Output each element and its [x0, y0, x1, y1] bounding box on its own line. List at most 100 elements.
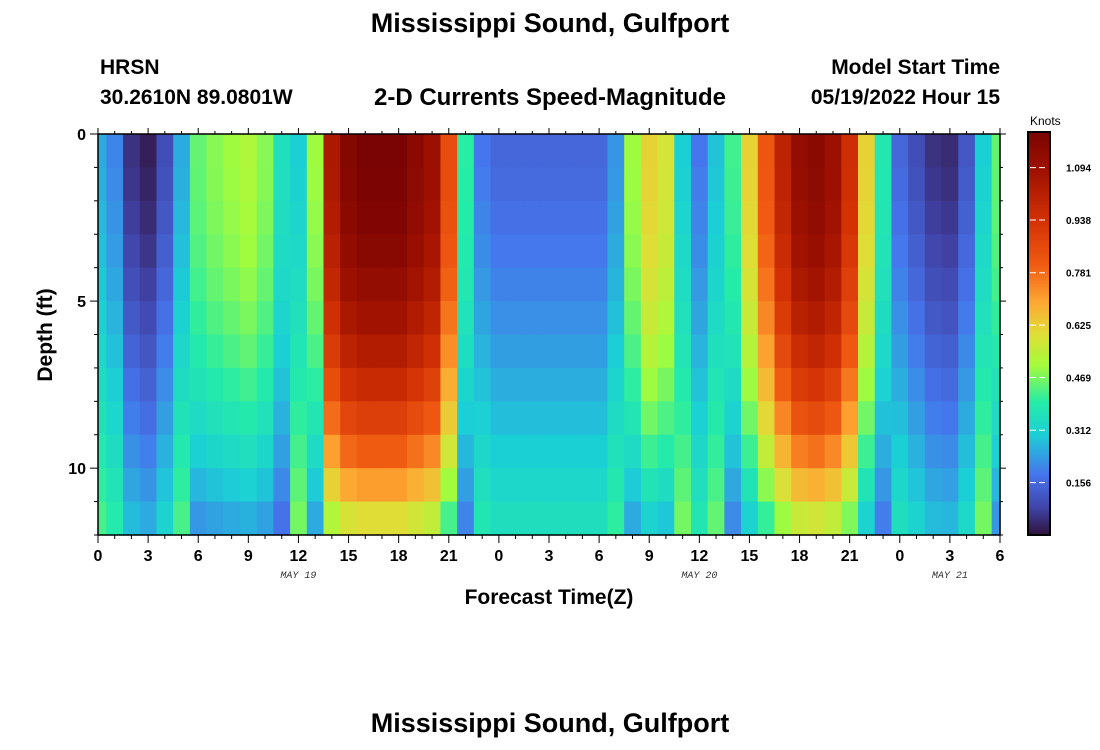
heatmap-cell [640, 434, 659, 469]
heatmap-cell [724, 267, 742, 302]
heatmap-cell [858, 501, 876, 536]
heatmap-cell [590, 234, 609, 269]
heatmap-cell [507, 501, 525, 536]
heatmap-cell [941, 200, 959, 235]
heatmap-cell [824, 334, 842, 369]
heatmap-cell [807, 367, 826, 402]
heatmap-cell [239, 167, 258, 202]
heatmap-cell [841, 501, 859, 536]
heatmap-cell [507, 267, 525, 302]
heatmap-cell [189, 501, 208, 536]
day-label: MAY 20 [681, 571, 717, 582]
heatmap-cell [590, 468, 609, 503]
heatmap-cell [457, 401, 475, 436]
heatmap-cell [423, 501, 442, 536]
heatmap-cell [373, 200, 391, 235]
heatmap-cell [991, 267, 1001, 302]
heatmap-cell [924, 301, 943, 336]
heatmap-cell [306, 434, 325, 469]
heatmap-cell [223, 267, 241, 302]
heatmap-cell [874, 134, 893, 169]
heatmap-cell [290, 334, 308, 369]
heatmap-cell [206, 301, 224, 336]
heatmap-cell [256, 401, 274, 436]
heatmap-cell [156, 267, 174, 302]
heatmap-cell [858, 167, 876, 202]
day-label: MAY 19 [280, 571, 316, 582]
heatmap-cell [407, 234, 425, 269]
heatmap-cell [774, 167, 792, 202]
heatmap-cell [958, 167, 976, 202]
heatmap-cell [507, 234, 525, 269]
heatmap-cell [640, 468, 659, 503]
x-axis: 0 3 6 9 12 15 18 21 0 3 6 9 12 15 18 21 0 3 6 MAY 19 MAY 20 M… [94, 128, 1005, 582]
heatmap-cell [423, 401, 442, 436]
heatmap-cell [891, 501, 909, 536]
heatmap-cell [590, 434, 609, 469]
heatmap-cell [407, 401, 425, 436]
heatmap-cell [390, 501, 408, 536]
heatmap-cell [156, 401, 174, 436]
heatmap-cell [156, 200, 174, 235]
heatmap-cell [239, 200, 258, 235]
heatmap-cell [858, 134, 876, 169]
heatmap-cell [908, 434, 926, 469]
colorbar-tick-label: 0.312 [1066, 426, 1091, 437]
heatmap-cell [473, 134, 492, 169]
colorbar-tick-label: 0.469 [1066, 373, 1091, 384]
day-label: MAY 21 [932, 571, 968, 582]
heatmap-cell [724, 367, 742, 402]
heatmap-cell [574, 501, 592, 536]
heatmap-cell [657, 301, 675, 336]
heatmap-cell [156, 234, 174, 269]
heatmap-cell [908, 468, 926, 503]
heatmap-cell [774, 234, 792, 269]
heatmap-cell [958, 134, 976, 169]
heatmap-cell [523, 234, 542, 269]
heatmap-cell [574, 234, 592, 269]
heatmap-cell [924, 334, 943, 369]
footer-title: Mississippi Sound, Gulfport [370, 708, 730, 738]
heatmap-cell [490, 134, 508, 169]
heatmap-cell [908, 367, 926, 402]
heatmap-cell [98, 200, 107, 235]
heatmap-cell [306, 267, 325, 302]
heatmap-cell [106, 501, 124, 536]
heatmap-cell [139, 234, 158, 269]
heatmap-cell [340, 401, 358, 436]
heatmap-cell [941, 401, 959, 436]
model-start-value: 05/19/2022 Hour 15 [810, 86, 1000, 109]
heatmap-cell [457, 167, 475, 202]
heatmap-cell [741, 468, 759, 503]
heatmap-cell [624, 401, 642, 436]
heatmap-cell [139, 501, 158, 536]
heatmap-cell [724, 167, 742, 202]
heatmap-cell [791, 167, 809, 202]
heatmap-cell [607, 200, 625, 235]
heatmap-cell [941, 468, 959, 503]
heatmap-cell [707, 501, 725, 536]
heatmap-cell [340, 134, 358, 169]
heatmap-cell [356, 401, 375, 436]
heatmap-cell [540, 434, 558, 469]
heatmap-cell [624, 134, 642, 169]
heatmap-cell [239, 334, 258, 369]
heatmap-cell [690, 434, 709, 469]
heatmap-cell [239, 501, 258, 536]
heatmap-cell [540, 167, 558, 202]
heatmap-cell [607, 401, 625, 436]
heatmap-cell [590, 301, 609, 336]
heatmap-cell [757, 267, 776, 302]
heatmap-cell [757, 401, 776, 436]
heatmap-cell [657, 200, 675, 235]
heatmap-cell [98, 501, 107, 536]
heatmap-cell [858, 334, 876, 369]
heatmap-cell [223, 301, 241, 336]
heatmap-cell [624, 234, 642, 269]
heatmap-cell [741, 167, 759, 202]
heatmap-cell [741, 200, 759, 235]
heatmap-cell [273, 401, 291, 436]
heatmap-cell [974, 367, 993, 402]
heatmap-cell [490, 334, 508, 369]
heatmap-cell [139, 468, 158, 503]
